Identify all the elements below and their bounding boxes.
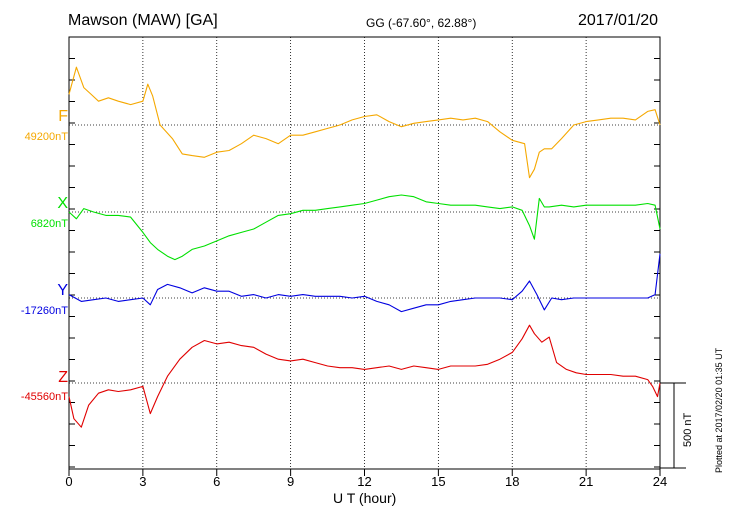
series-line-y — [68, 253, 661, 313]
series-line-z — [68, 324, 661, 428]
x-tick-label: 24 — [653, 474, 667, 489]
x-tick-label: 6 — [213, 474, 220, 489]
date-label: 2017/01/20 — [578, 12, 659, 29]
component-label-x: X — [57, 195, 68, 212]
component-label-f: F — [58, 108, 68, 125]
component-label-y: Y — [57, 282, 68, 299]
scale-bar-label: 500 nT — [682, 412, 694, 447]
baseline-label-x: 6820nT — [30, 218, 68, 230]
series-line-x — [68, 194, 661, 261]
x-tick-label: 9 — [287, 474, 294, 489]
x-tick-label: 0 — [65, 474, 72, 489]
x-axis-title: U T (hour) — [333, 490, 397, 506]
x-tick-label: 21 — [579, 474, 593, 489]
x-tick-label: 12 — [357, 474, 371, 489]
x-tick-label: 18 — [505, 474, 519, 489]
baseline-label-f: 49200nT — [24, 131, 68, 143]
series-line-f — [68, 66, 661, 179]
x-tick-label: 3 — [139, 474, 146, 489]
baseline-label-z: -45560nT — [20, 391, 68, 403]
component-label-z: Z — [58, 369, 68, 386]
station-title: Mawson (MAW) [GA] — [68, 12, 218, 29]
plotted-at-note: Plotted at 2017/02/20 01:35 UT — [714, 347, 724, 473]
x-tick-label: 15 — [431, 474, 445, 489]
geographic-coordinates: GG (-67.60°, 62.88°) — [366, 16, 477, 30]
baseline-label-y: -17260nT — [20, 305, 68, 317]
